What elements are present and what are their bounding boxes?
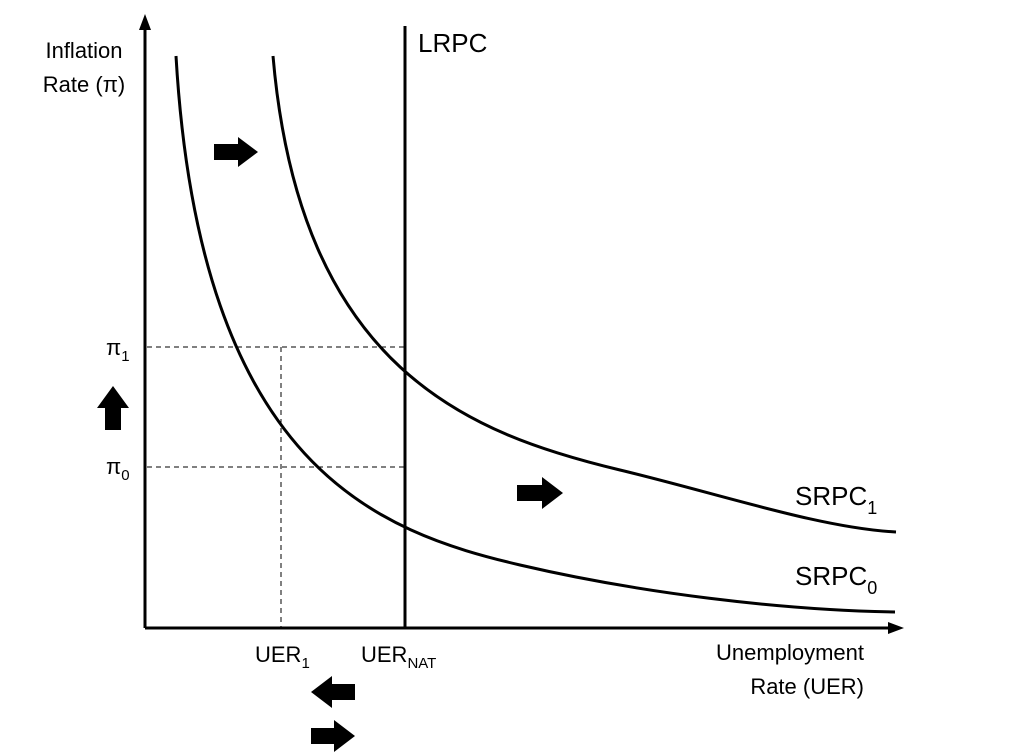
pi0-label: π0 [106,454,130,484]
uer1-label: UER1 [255,642,310,672]
uer1-label-base: UER [255,642,301,667]
unemployment-right-arrow [311,720,355,752]
pi1-label-sub: 1 [121,348,129,365]
uernat-label: UERNAT [361,642,436,672]
y-axis-arrowhead [139,14,151,30]
shift-arrow-upper [214,137,258,167]
y-axis-label-line2: Rate (π) [43,72,125,97]
pi1-label-base: π [106,335,121,360]
pi1-label: π1 [106,335,130,365]
x-axis-label-line1: Unemployment [716,640,864,665]
x-axis-arrowhead [888,622,904,634]
srpc0-label-base: SRPC [795,561,867,591]
srpc0-curve [174,55,896,614]
srpc1-label: SRPC1 [795,481,877,518]
srpc0-label-sub: 0 [867,578,877,598]
uer1-label-sub: 1 [301,655,309,672]
y-axis-label-line1: Inflation [45,38,122,63]
shift-arrow-middle [517,477,563,509]
uernat-label-sub: NAT [407,655,436,672]
x-axis-label-line2: Rate (UER) [750,674,864,699]
srpc0-label: SRPC0 [795,561,877,598]
srpc1-label-base: SRPC [795,481,867,511]
uernat-label-base: UER [361,642,407,667]
srpc1-curve [271,55,897,534]
inflation-up-arrow [97,386,129,430]
pi0-label-sub: 0 [121,467,129,484]
unemployment-left-arrow [311,676,355,708]
lrpc-label: LRPC [418,28,487,58]
srpc1-label-sub: 1 [867,498,877,518]
pi0-label-base: π [106,454,121,479]
